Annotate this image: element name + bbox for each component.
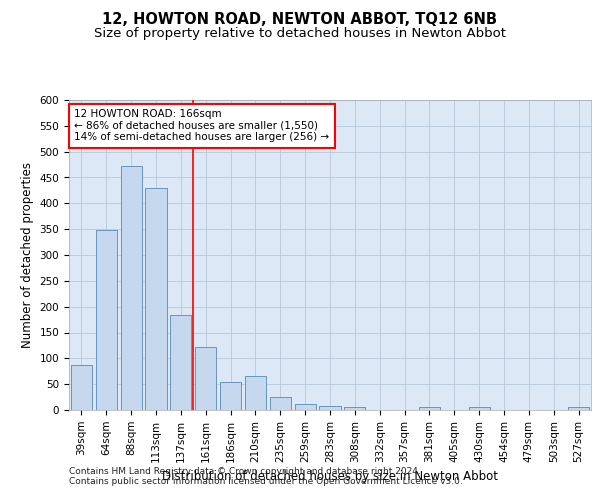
Bar [469, 408, 490, 410]
Text: 12 HOWTON ROAD: 166sqm
← 86% of detached houses are smaller (1,550)
14% of semi-: 12 HOWTON ROAD: 166sqm ← 86% of detached… [74, 110, 329, 142]
Text: 12, HOWTON ROAD, NEWTON ABBOT, TQ12 6NB: 12, HOWTON ROAD, NEWTON ABBOT, TQ12 6NB [103, 12, 497, 28]
Bar [220, 382, 241, 410]
Text: Size of property relative to detached houses in Newton Abbot: Size of property relative to detached ho… [94, 28, 506, 40]
Bar [295, 404, 316, 410]
Text: Contains public sector information licensed under the Open Government Licence v3: Contains public sector information licen… [69, 478, 463, 486]
Bar [319, 406, 341, 410]
Bar [195, 347, 216, 410]
Bar [270, 397, 291, 410]
Bar [568, 408, 589, 410]
Bar [344, 408, 365, 410]
X-axis label: Distribution of detached houses by size in Newton Abbot: Distribution of detached houses by size … [162, 470, 498, 483]
Bar [170, 316, 191, 410]
Bar [121, 166, 142, 410]
Bar [419, 408, 440, 410]
Text: Contains HM Land Registry data © Crown copyright and database right 2024.: Contains HM Land Registry data © Crown c… [69, 468, 421, 476]
Bar [245, 376, 266, 410]
Bar [71, 364, 92, 410]
Bar [145, 188, 167, 410]
Y-axis label: Number of detached properties: Number of detached properties [21, 162, 34, 348]
Bar [96, 230, 117, 410]
